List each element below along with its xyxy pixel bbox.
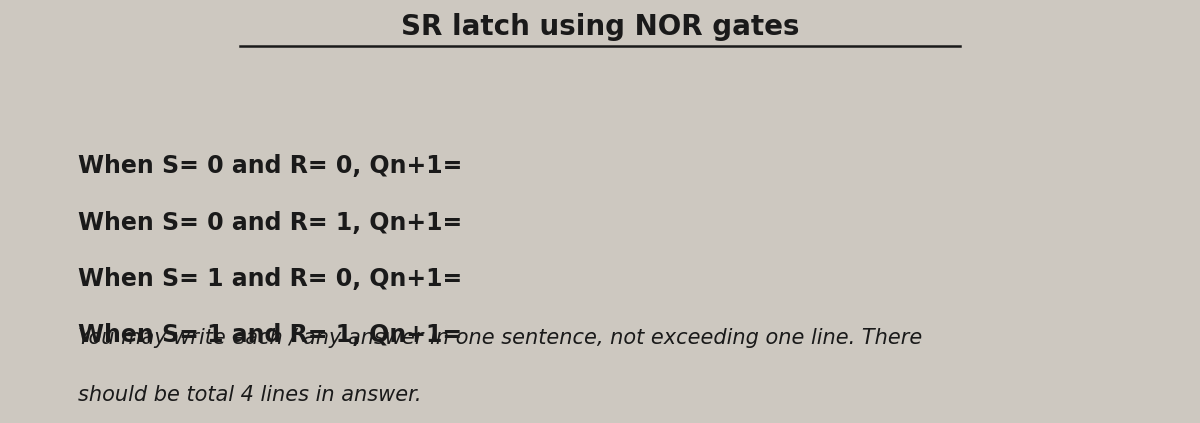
Text: When S= 1 and R= 1, Qn+1=: When S= 1 and R= 1, Qn+1= [78, 323, 462, 347]
Text: When S= 1 and R= 0, Qn+1=: When S= 1 and R= 0, Qn+1= [78, 267, 462, 291]
Text: should be total 4 lines in answer.: should be total 4 lines in answer. [78, 385, 421, 405]
Text: When S= 0 and R= 1, Qn+1=: When S= 0 and R= 1, Qn+1= [78, 211, 462, 235]
Text: You may write each / any answer in one sentence, not exceeding one line. There: You may write each / any answer in one s… [78, 328, 923, 348]
Text: SR latch using NOR gates: SR latch using NOR gates [401, 13, 799, 41]
Text: When S= 0 and R= 0, Qn+1=: When S= 0 and R= 0, Qn+1= [78, 154, 462, 179]
